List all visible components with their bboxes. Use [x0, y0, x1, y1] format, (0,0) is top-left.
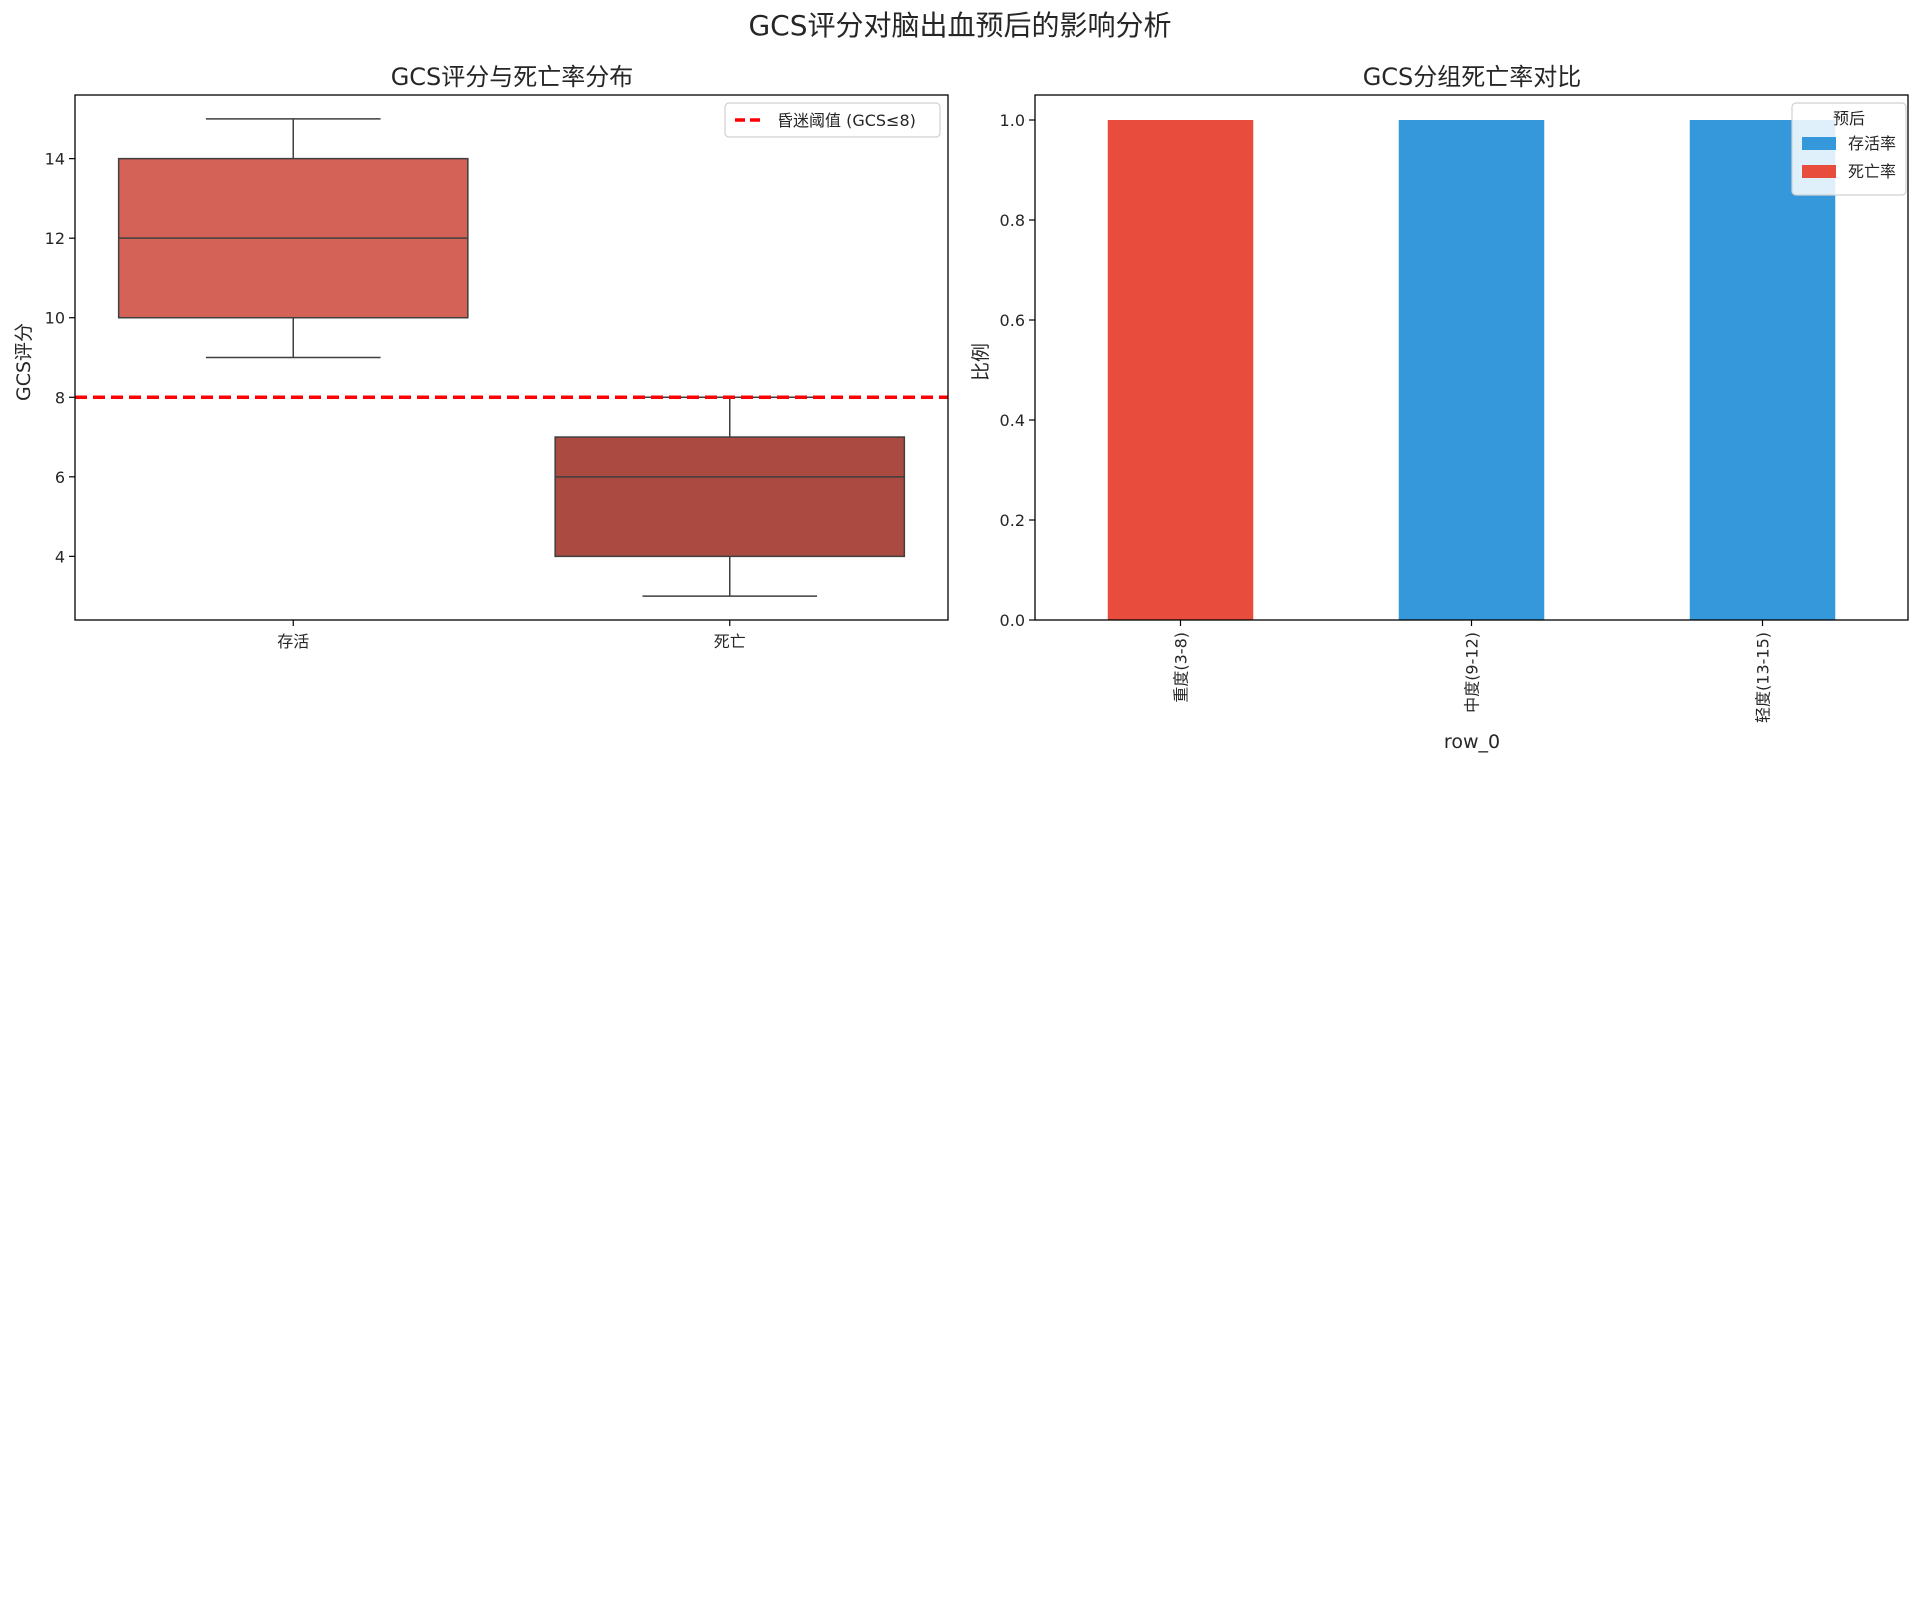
y-tick-label: 0.4: [1000, 411, 1025, 430]
x-tick-label: 中度(9-12): [1463, 632, 1482, 713]
box-plot-panel: GCS评分与死亡率分布 GCS评分 4 6 8 10 12 14 存活 死亡 昏迷阈值 (GCS…: [13, 63, 949, 651]
bar: [1398, 120, 1545, 620]
y-tick-label: 6: [55, 468, 65, 487]
x-tick-label: 存活: [277, 632, 309, 651]
legend-swatch: [1802, 137, 1836, 150]
y-tick-label: 0.2: [1000, 511, 1025, 530]
box-plot-area: 4 6 8 10 12 14 存活 死亡 昏迷阈值 (GCS≤8): [45, 94, 949, 651]
y-tick-label: 4: [55, 547, 65, 566]
legend-label: 存活率: [1848, 134, 1896, 153]
figure-title: GCS评分对脑出血预后的影响分析: [748, 9, 1171, 42]
bar-chart-area: 0.0 0.2 0.4 0.6 0.8 1.0 重度(3-8) 中度(9-12) 轻度(13-1…: [1000, 94, 1909, 723]
bar: [1107, 120, 1254, 620]
x-tick-label: 重度(3-8): [1172, 632, 1191, 703]
plot-frame: [74, 94, 949, 621]
bar-chart-y-axis-label: 比例: [970, 343, 992, 381]
legend-title: 预后: [1833, 109, 1865, 128]
legend-box: [724, 102, 941, 138]
x-tick-label: 轻度(13-15): [1754, 632, 1773, 723]
y-tick-label: 12: [45, 229, 65, 248]
bar-chart-panel: GCS分组死亡率对比 比例 row_0 0.0 0.2 0.4 0.6 0.8 1.0 重度…: [970, 63, 1909, 753]
box-plot-title: GCS评分与死亡率分布: [391, 63, 634, 91]
bar-chart-title: GCS分组死亡率对比: [1363, 63, 1582, 91]
y-tick-label: 10: [45, 309, 65, 328]
y-tick-label: 0.6: [1000, 311, 1025, 330]
box: [554, 436, 906, 558]
y-tick-label: 1.0: [1000, 111, 1025, 130]
bar: [1689, 120, 1836, 620]
x-tick-label: 死亡: [714, 632, 746, 651]
y-tick-label: 0.0: [1000, 611, 1025, 630]
y-tick-label: 0.8: [1000, 211, 1025, 230]
legend-swatch: [1802, 165, 1836, 178]
legend-threshold-label: 昏迷阈值 (GCS≤8): [777, 111, 916, 130]
bar-chart-x-axis-label: row_0: [1444, 731, 1500, 753]
box-plot-y-axis-label: GCS评分: [13, 323, 35, 401]
y-tick-label: 8: [55, 388, 65, 407]
legend-label: 死亡率: [1848, 162, 1896, 181]
y-tick-label: 14: [45, 150, 65, 169]
